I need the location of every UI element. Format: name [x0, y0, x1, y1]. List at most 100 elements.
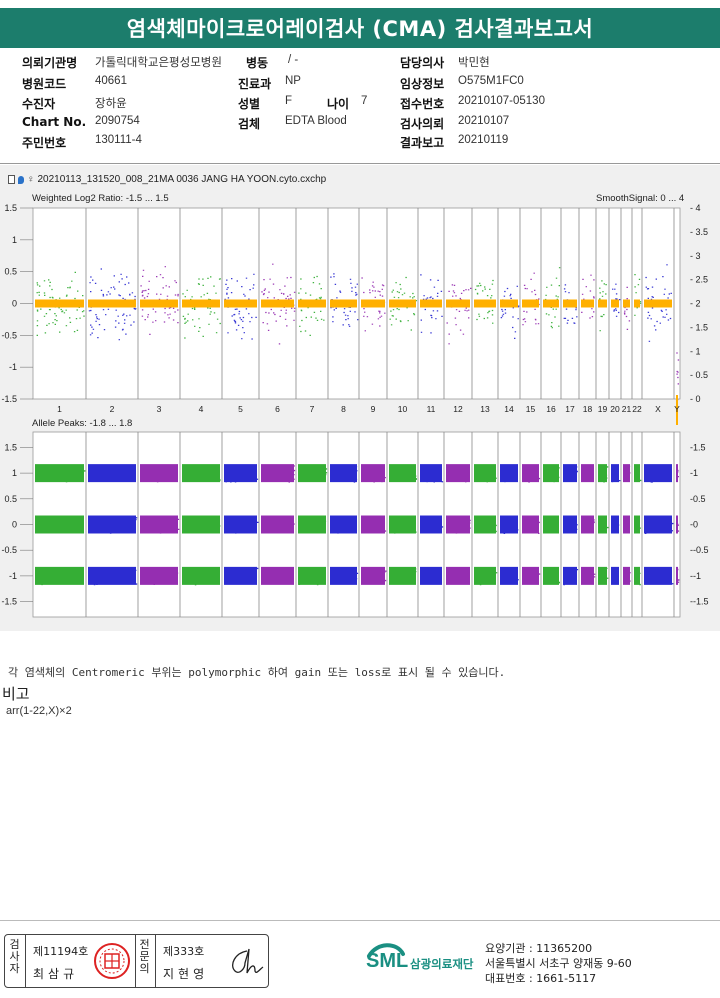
chr-label-8: 8 [341, 404, 346, 414]
chr-label-5: 5 [238, 404, 243, 414]
smooth-ytick-label: - 1 [690, 346, 701, 356]
smooth-signal-chr5 [224, 299, 257, 308]
chr-label-X: X [655, 404, 661, 414]
smooth-ytick-label: - 2 [690, 299, 701, 309]
organization-phone: 대표번호 : 1661-5117 [485, 972, 597, 985]
log2-ytick-label: 1 [12, 235, 17, 245]
sign-sep-2 [135, 935, 136, 987]
info-row-3: 수진자 장하윤 성별 F 나이 7 접수번호 20210107-05130 [0, 95, 720, 113]
allele-points-chr5 [224, 464, 259, 585]
id-label: 주민번호 [22, 136, 67, 150]
smooth-signal-chr11 [420, 299, 442, 308]
patient-name-value: 장하윤 [95, 98, 127, 110]
chr-label-4: 4 [199, 404, 204, 414]
receipt-label: 접수번호 [400, 97, 445, 111]
allele-points-chr9 [361, 464, 387, 585]
request-value: 20210107 [458, 115, 510, 127]
allele-ytick-label-right: --0.5 [690, 545, 709, 555]
log2-points-chr5 [224, 273, 257, 340]
allele-points-chr6 [261, 464, 296, 585]
allele-points-chr20 [611, 464, 621, 585]
chart-no-value: 2090754 [95, 115, 140, 127]
allele-points-chrX [644, 464, 674, 585]
institution-label: 의뢰기관명 [22, 56, 78, 70]
chr-label-16: 16 [546, 404, 556, 414]
smooth-ytick-label: - 4 [690, 203, 701, 213]
allele-points-chr19 [598, 464, 609, 585]
smooth-signal-chr21 [623, 299, 630, 308]
log2-points-chr9 [361, 277, 386, 332]
signature-box: 검사자 제11194호 최삼규 전문의 제333호 지현영 [4, 934, 269, 988]
allele-ytick-label: -1.5 [1, 597, 17, 607]
smooth-signal-chr12 [446, 299, 470, 308]
allele-ytick-label: -0.5 [1, 545, 17, 555]
smooth-signal-chr10 [389, 299, 416, 308]
allele-ytick-label: 1 [12, 468, 17, 478]
smooth-signal-chr6 [261, 299, 294, 308]
smooth-signal-chr8 [330, 299, 357, 308]
chr-label-7: 7 [310, 404, 315, 414]
smooth-ytick-label: - 3 [690, 251, 701, 261]
bottom-plot-title: Allele Peaks: -1.8 ... 1.8 [32, 418, 133, 429]
doctor-label: 담당의사 [400, 56, 445, 70]
smooth-signal-chr7 [298, 299, 326, 308]
organization-address: 서울특별시 서초구 양재동 9-60 [485, 957, 632, 970]
receipt-value: 20210107-05130 [458, 95, 545, 107]
chr-label-3: 3 [157, 404, 162, 414]
centromeric-note: 각 염색체의 Centromeric 부위는 polymorphic 하여 ga… [8, 666, 506, 679]
doctor-value: 박민현 [458, 57, 490, 69]
allele-points-chr1 [35, 464, 86, 586]
marker-icon [18, 175, 24, 184]
institution-value: 가톨릭대학교은평성모병원 [95, 57, 222, 69]
allele-ytick-label-right: --1.5 [690, 597, 709, 607]
specialist-license: 제333호 [163, 945, 205, 958]
chr-label-12: 12 [453, 404, 463, 414]
log2-points-chr4 [182, 276, 221, 339]
chr-label-21: 21 [622, 404, 632, 414]
info-row-4: Chart No. 2090754 검체 EDTA Blood 검사의뢰 202… [0, 115, 720, 133]
chart-no-label: Chart No. [22, 115, 87, 129]
allele-ytick-label: 0 [12, 520, 17, 530]
sex-value: F [285, 95, 293, 107]
allele-points-chr22 [634, 464, 642, 586]
log2-ytick-label: 0 [12, 299, 17, 309]
smooth-ytick-label: - 0 [690, 394, 701, 404]
chr-label-Y: Y [674, 404, 680, 414]
log2-points-chr18 [581, 274, 595, 319]
allele-points-chr16 [543, 464, 560, 585]
file-line: ♀ 20210113_131520_008_21MA 0036 JANG HA … [8, 174, 326, 185]
patient-name-label: 수진자 [22, 97, 56, 111]
allele-points-chr11 [420, 464, 444, 585]
allele-ytick-label-right: -0 [690, 520, 698, 530]
age-value: 7 [361, 95, 368, 107]
chr-label-14: 14 [504, 404, 514, 414]
sex-label: 성별 [238, 97, 261, 111]
care-code: 요양기관 : 11365200 [485, 942, 593, 955]
allele-ytick-label: -1 [9, 571, 17, 581]
smooth-signal-chr9 [361, 299, 385, 308]
chr-label-6: 6 [275, 404, 280, 414]
age-label: 나이 [327, 97, 350, 111]
top-plot-right-title: SmoothSignal: 0 ... 4 [596, 193, 685, 204]
plot-filename: 20210113_131520_008_21MA 0036 JANG HA YO… [37, 174, 327, 185]
ward-value: / - [288, 54, 299, 66]
chr-label-15: 15 [526, 404, 536, 414]
remarks-title: 비고 [2, 685, 30, 703]
allele-ytick-label-right: --1 [690, 571, 701, 581]
smooth-signal-chrY [676, 395, 678, 425]
info-row-1: 의뢰기관명 가톨릭대학교은평성모병원 병동 / - 담당의사 박민현 [0, 54, 720, 72]
clinical-label: 임상정보 [400, 77, 445, 91]
log2-points-chr3 [140, 266, 179, 335]
cma-plot-panel: ♀ 20210113_131520_008_21MA 0036 JANG HA … [0, 168, 720, 628]
allele-points-chr15 [522, 464, 541, 585]
chr-label-17: 17 [565, 404, 575, 414]
file-icon [8, 175, 15, 184]
smooth-signal-chr15 [522, 299, 539, 308]
log2-ytick-label: -1 [9, 362, 17, 372]
sign-sep-1 [25, 935, 26, 987]
specialist-label: 전문의 [139, 938, 150, 975]
specialist-name: 지현영 [163, 967, 209, 981]
allele-ytick-label-right: -1 [690, 468, 698, 478]
examiner-seal-icon [94, 943, 130, 979]
examiner-name: 최삼규 [33, 967, 79, 981]
